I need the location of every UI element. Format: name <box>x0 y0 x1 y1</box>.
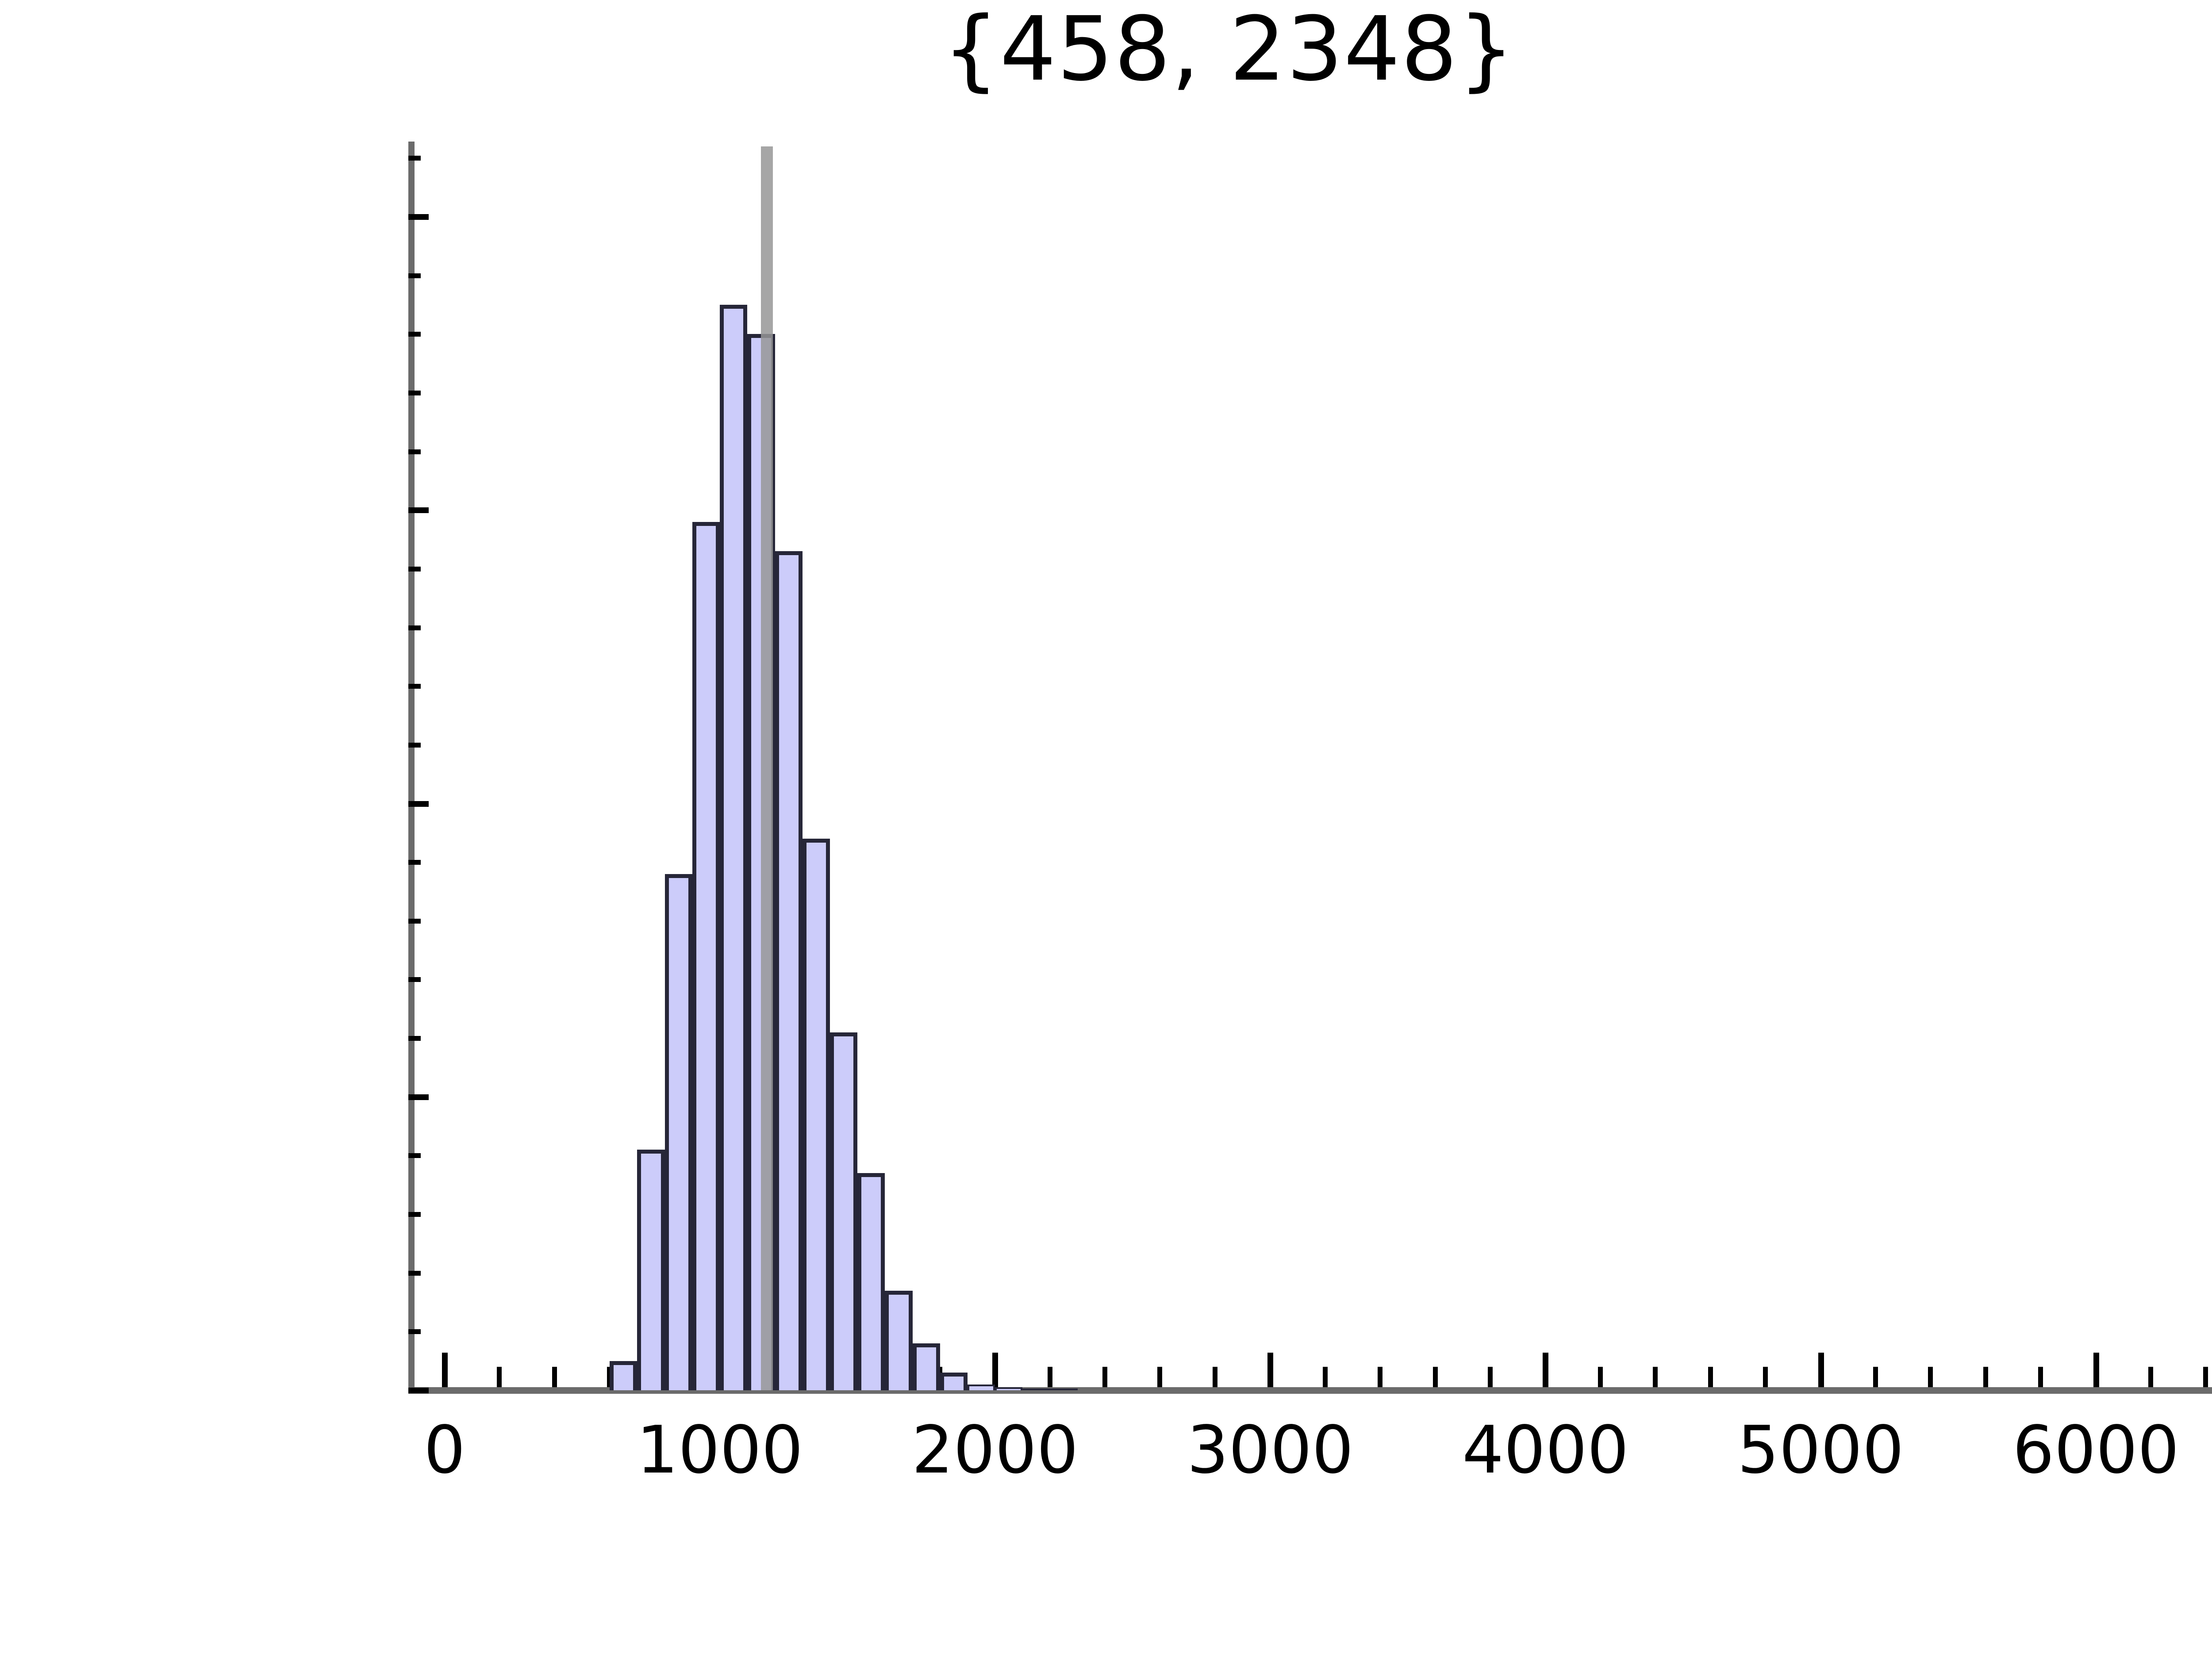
histogram-bar <box>720 304 748 1390</box>
x-axis-minor-tick <box>497 1367 502 1387</box>
x-axis-tick-label: 4000 <box>1462 1412 1629 1488</box>
x-axis-minor-tick <box>1763 1367 1768 1387</box>
y-axis-minor-tick <box>408 1212 421 1217</box>
x-axis-minor-tick <box>1598 1367 1603 1387</box>
y-axis-minor-tick <box>408 1153 421 1158</box>
y-axis-minor-tick <box>408 1270 421 1276</box>
y-axis-minor-tick <box>408 860 421 865</box>
y-axis-minor-tick <box>408 449 421 454</box>
histogram-bar <box>967 1384 995 1390</box>
histogram-bar <box>1050 1388 1078 1390</box>
histogram-bar <box>830 1032 858 1390</box>
y-axis-minor-tick <box>408 390 421 395</box>
x-axis-major-tick <box>1543 1353 1549 1387</box>
page-title: {458, 2348} <box>942 0 1516 101</box>
x-axis-minor-tick <box>1983 1367 1988 1387</box>
x-axis-minor-tick <box>1873 1367 1878 1387</box>
x-axis-major-tick <box>442 1353 448 1387</box>
x-axis-minor-tick <box>1928 1367 1933 1387</box>
y-axis-minor-tick <box>408 566 421 571</box>
histogram-bar <box>995 1387 1023 1390</box>
histogram-bar <box>912 1343 940 1390</box>
y-axis-minor-tick <box>408 1329 421 1335</box>
x-axis-tick-label: 0 <box>423 1412 466 1488</box>
x-axis-minor-tick <box>1322 1367 1328 1387</box>
x-axis-tick-label: 2000 <box>911 1412 1079 1488</box>
x-axis-major-tick <box>1267 1353 1274 1387</box>
x-axis-minor-tick <box>1432 1367 1438 1387</box>
x-axis-tick-label: 5000 <box>1737 1412 1904 1488</box>
y-axis-minor-tick <box>408 1036 421 1041</box>
x-axis-major-tick <box>2093 1353 2099 1387</box>
x-axis-minor-tick <box>552 1367 557 1387</box>
x-axis-minor-tick <box>2203 1367 2208 1387</box>
histogram-bar <box>610 1361 637 1390</box>
y-axis-minor-tick <box>408 625 421 630</box>
histogram-bar <box>885 1290 913 1390</box>
x-axis-minor-tick <box>1653 1367 1658 1387</box>
x-axis-minor-tick <box>2148 1367 2154 1387</box>
x-axis-tick-label: 3000 <box>1187 1412 1354 1488</box>
x-axis-tick-label: 6000 <box>2012 1412 2179 1488</box>
x-axis-minor-tick <box>1708 1367 1713 1387</box>
x-axis-minor-tick <box>1157 1367 1163 1387</box>
histogram-bar <box>802 839 830 1390</box>
x-axis-major-tick <box>992 1353 998 1387</box>
x-axis-major-tick <box>1818 1353 1824 1387</box>
histogram-bar <box>857 1173 885 1390</box>
x-axis-minor-tick <box>1102 1367 1108 1387</box>
x-axis-minor-tick <box>1378 1367 1383 1387</box>
y-axis-minor-tick <box>408 273 421 278</box>
y-axis-major-tick <box>408 1388 429 1393</box>
x-axis-tick-label: 1000 <box>636 1412 803 1488</box>
x-axis-minor-tick <box>1047 1367 1052 1387</box>
y-axis-minor-tick <box>408 977 421 982</box>
x-axis-minor-tick <box>2038 1367 2043 1387</box>
y-axis-major-tick <box>408 507 429 514</box>
y-axis-minor-tick <box>408 742 421 748</box>
x-axis-minor-tick <box>1212 1367 1217 1387</box>
histogram-bar <box>692 522 720 1390</box>
histogram-bars <box>408 142 2212 1390</box>
vertical-marker-line <box>761 146 773 1390</box>
y-axis-minor-tick <box>408 156 421 161</box>
histogram-bar <box>637 1150 665 1390</box>
histogram-bar <box>775 551 803 1390</box>
y-axis-minor-tick <box>408 918 421 924</box>
y-axis-minor-tick <box>408 684 421 689</box>
histogram-bar <box>1022 1388 1050 1390</box>
x-axis-minor-tick <box>607 1367 612 1387</box>
y-axis-major-tick <box>408 801 429 807</box>
y-axis-spine <box>408 142 415 1393</box>
histogram-bar <box>940 1373 968 1390</box>
y-axis-major-tick <box>408 214 429 220</box>
histogram-bar <box>664 874 692 1390</box>
x-axis-minor-tick <box>1487 1367 1493 1387</box>
y-axis-major-tick <box>408 1094 429 1100</box>
y-axis-minor-tick <box>408 332 421 337</box>
